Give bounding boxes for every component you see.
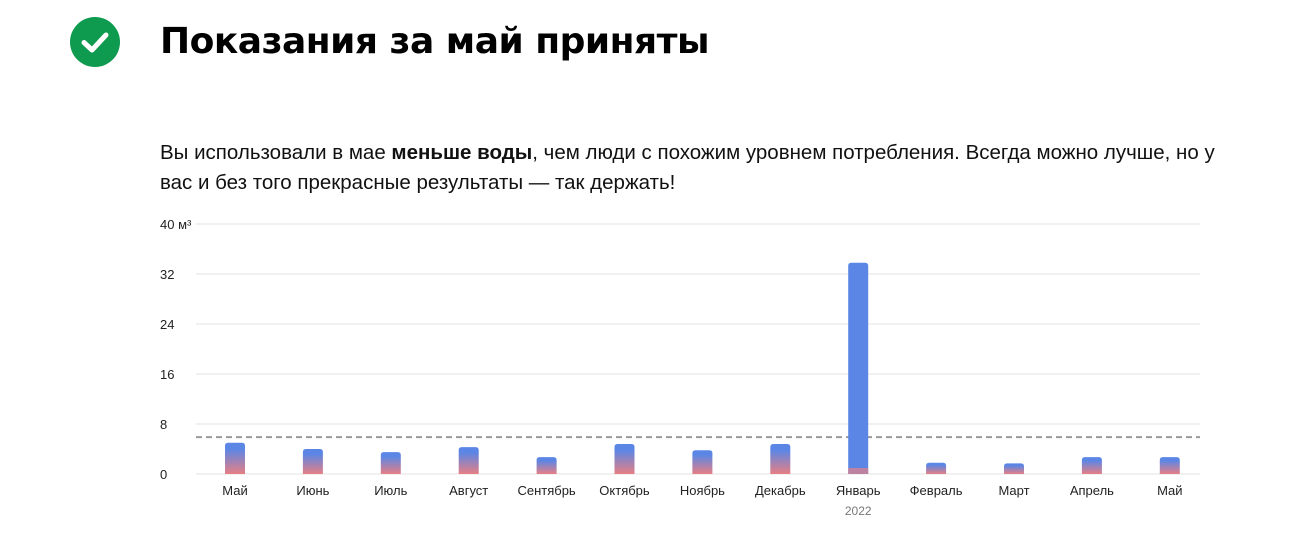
bar[interactable] bbox=[1004, 463, 1024, 474]
y-tick-label: 16 bbox=[160, 367, 174, 382]
x-tick-label: Январь bbox=[836, 483, 881, 498]
check-mark-icon bbox=[81, 32, 109, 53]
x-tick-label: Май bbox=[222, 483, 247, 498]
y-tick-label: 8 bbox=[160, 417, 167, 432]
bar[interactable] bbox=[458, 447, 479, 474]
page-title: Показания за май приняты bbox=[160, 21, 710, 62]
bar[interactable] bbox=[614, 444, 635, 474]
x-tick-label: Февраль bbox=[910, 483, 963, 498]
x-tick-label: Июнь bbox=[296, 483, 329, 498]
x-tick-label: Ноябрь bbox=[680, 483, 725, 498]
bar[interactable] bbox=[536, 457, 557, 474]
message-part-2: , чем люди с похожим уровнем потребления… bbox=[160, 141, 1215, 194]
message-highlight: меньше воды bbox=[391, 141, 533, 164]
bar[interactable] bbox=[225, 442, 245, 474]
y-tick-label: 0 bbox=[160, 467, 167, 482]
success-check-icon bbox=[70, 17, 120, 67]
bar[interactable] bbox=[380, 452, 401, 474]
x-tick-label: Сентябрь bbox=[517, 483, 575, 498]
y-tick-label: 32 bbox=[160, 267, 174, 282]
bar[interactable] bbox=[770, 444, 791, 474]
bar[interactable] bbox=[302, 449, 323, 474]
x-tick-label: Август bbox=[449, 483, 488, 498]
x-tick-label: Июль bbox=[374, 483, 407, 498]
bar[interactable] bbox=[1159, 457, 1180, 474]
x-tick-label: Март bbox=[998, 483, 1029, 498]
consumption-message: Вы использовали в мае меньше воды, чем л… bbox=[160, 138, 1220, 198]
bar[interactable] bbox=[692, 450, 713, 474]
x-tick-label: Октябрь bbox=[599, 483, 650, 498]
x-tick-label: Декабрь bbox=[755, 483, 806, 498]
y-tick-label: 40 м³ bbox=[160, 217, 192, 232]
bar[interactable] bbox=[926, 462, 947, 474]
x-tick-label: Апрель bbox=[1070, 483, 1114, 498]
bar[interactable] bbox=[1081, 457, 1102, 474]
y-tick-label: 24 bbox=[160, 317, 174, 332]
bar[interactable] bbox=[848, 262, 869, 474]
x-tick-label: Май bbox=[1157, 483, 1182, 498]
year-label: 2022 bbox=[845, 504, 872, 518]
bar-base bbox=[848, 468, 869, 474]
message-part-1: Вы использовали в мае bbox=[160, 141, 392, 164]
